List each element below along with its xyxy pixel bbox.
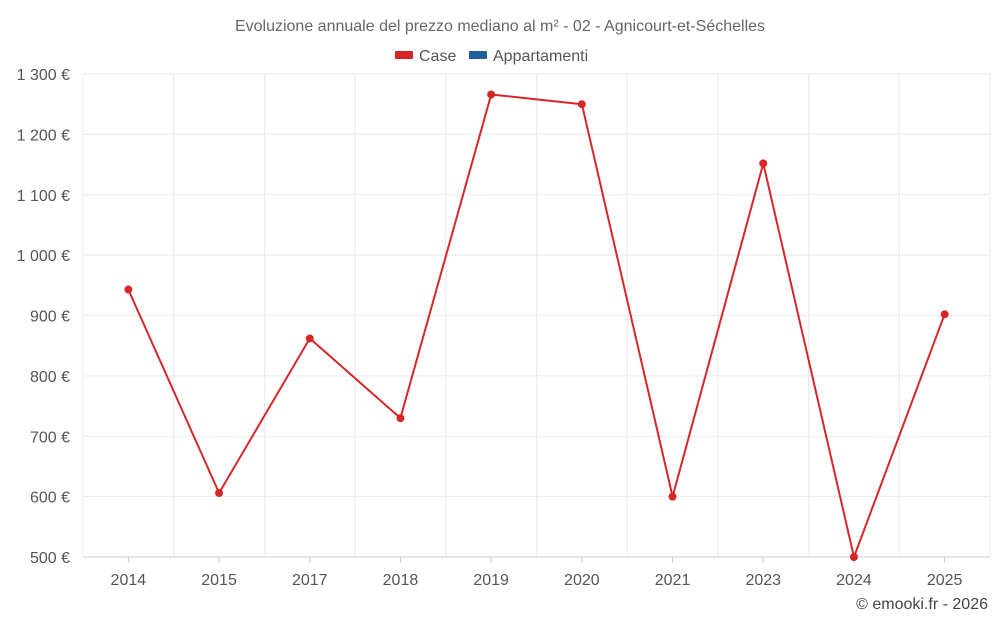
credit-text: © emooki.fr - 2026 xyxy=(856,596,988,613)
data-point-case-2021[interactable]: 2021: 600 € xyxy=(668,492,677,501)
grid xyxy=(82,73,991,558)
data-point-case-2020[interactable]: 2020: 1250 € xyxy=(577,100,586,109)
x-tick-label: 2015 xyxy=(201,572,237,589)
y-tick-label: 900 € xyxy=(30,309,70,326)
x-tick-label: 2024 xyxy=(836,572,872,589)
chart-title: Evoluzione annuale del prezzo mediano al… xyxy=(235,18,765,35)
y-tick-label: 700 € xyxy=(30,429,70,446)
x-axis-ticks: 2014 2015 2017 2018 2019 2020 2021 2023 2024 2025 xyxy=(111,557,963,589)
y-tick-label: 800 € xyxy=(30,369,70,386)
x-tick-label: 2019 xyxy=(473,572,509,589)
data-point-case-2024[interactable]: 2024: 500 € xyxy=(849,553,858,561)
y-axis-ticks: 500 € 600 € 700 € 800 € 900 € 1 000 € 1 100 € 1… xyxy=(17,67,70,567)
y-tick-label: 1 200 € xyxy=(17,127,70,144)
x-tick-label: 2014 xyxy=(111,572,147,589)
legend-label-appartamenti: Appartamenti xyxy=(493,48,588,65)
legend-item-case[interactable]: Case xyxy=(395,48,456,65)
legend: Case Appartamenti xyxy=(395,48,588,65)
y-tick-label: 1 300 € xyxy=(17,67,70,84)
x-tick-label: 2017 xyxy=(292,572,328,589)
data-point-case-2018[interactable]: 2018: 730 € xyxy=(396,414,405,423)
legend-item-appartamenti[interactable]: Appartamenti xyxy=(469,48,588,65)
y-tick-label: 600 € xyxy=(30,490,70,507)
x-tick-label: 2025 xyxy=(927,572,963,589)
x-tick-label: 2021 xyxy=(655,572,691,589)
legend-swatch-case xyxy=(395,51,413,59)
series-case: 2014: 943 € 2015: 606 € 2017: 862 € 2018: 7… xyxy=(124,90,949,561)
data-point-case-2023[interactable]: 2023: 1152 € xyxy=(759,159,768,168)
x-tick-label: 2020 xyxy=(564,572,600,589)
data-point-case-2017[interactable]: 2017: 862 € xyxy=(305,334,314,343)
data-point-case-2025[interactable]: 2025: 902 € xyxy=(940,310,949,319)
data-point-case-2019[interactable]: 2019: 1266 € xyxy=(487,90,496,99)
x-tick-label: 2018 xyxy=(383,572,419,589)
y-tick-label: 500 € xyxy=(30,550,70,567)
y-tick-label: 1 100 € xyxy=(17,188,70,205)
series-line-case xyxy=(127,93,946,558)
x-tick-label: 2023 xyxy=(745,572,781,589)
y-tick-label: 1 000 € xyxy=(17,248,70,265)
legend-label-case: Case xyxy=(419,48,456,65)
legend-swatch-appartamenti xyxy=(469,51,487,59)
data-point-case-2014[interactable]: 2014: 943 € xyxy=(124,285,133,294)
data-point-case-2015[interactable]: 2015: 606 € xyxy=(215,489,224,498)
